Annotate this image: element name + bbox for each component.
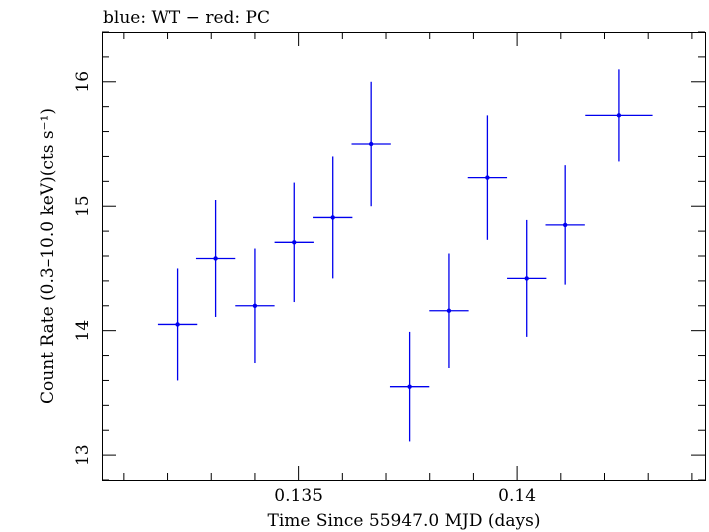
point-marker: [446, 308, 452, 313]
data-point: [389, 331, 430, 442]
y-tick-label: 14: [73, 320, 93, 342]
point-marker: [175, 322, 180, 327]
data-point: [545, 165, 585, 285]
data-point: [235, 248, 275, 364]
data-point: [157, 268, 198, 381]
plot-frame: [102, 32, 706, 481]
point-marker: [407, 384, 412, 389]
y-tick-label: 15: [73, 195, 93, 217]
data-point: [351, 81, 391, 207]
data-points: [157, 69, 653, 442]
data-point: [195, 200, 236, 317]
data-point: [467, 115, 508, 240]
y-tick-label: 13: [73, 444, 93, 466]
tick-labels: 0.135 0.14 13 14 15 16: [73, 71, 536, 506]
data-point: [429, 253, 469, 368]
data-point: [313, 156, 353, 279]
point-marker: [485, 175, 490, 180]
x-tick-label: 0.14: [498, 486, 536, 506]
point-marker: [330, 215, 335, 220]
data-point: [585, 69, 653, 162]
y-axis-label: Count Rate (0.3–10.0 keV)(cts s⁻¹): [38, 108, 58, 404]
x-axis-label: Time Since 55947.0 MJD (days): [268, 511, 541, 531]
x-tick-label: 0.135: [274, 486, 323, 506]
point-marker: [524, 276, 529, 281]
axis-ticks: [102, 31, 705, 481]
point-marker: [368, 141, 374, 147]
point-marker: [616, 113, 622, 118]
point-marker: [292, 240, 297, 245]
point-marker: [562, 222, 568, 228]
point-marker: [213, 256, 218, 261]
y-tick-label: 16: [73, 71, 93, 93]
point-marker: [252, 303, 258, 308]
chart-title: blue: WT − red: PC: [103, 8, 270, 28]
data-point: [507, 219, 547, 337]
data-point: [274, 182, 314, 303]
